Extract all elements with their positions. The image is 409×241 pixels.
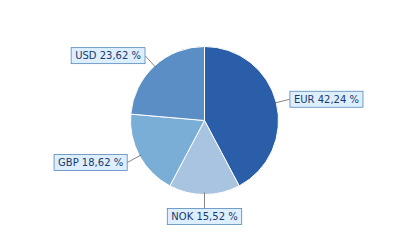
leader-line — [204, 193, 205, 209]
chart: EUR 42,24 % NOK 15,52 % GBP 18,62 % USD 23,… — [0, 0, 409, 241]
slice-label: GBP 18,62 % — [58, 157, 123, 168]
label-box — [290, 91, 363, 107]
label-box — [54, 155, 127, 171]
label-box — [71, 48, 145, 64]
labels: EUR 42,24 % NOK 15,52 % GBP 18,62 % USD 23,… — [54, 48, 363, 225]
slice-label: EUR 42,24 % — [294, 94, 359, 105]
slice-label: USD 23,62 % — [75, 50, 141, 61]
leader-line — [127, 155, 141, 163]
leader-line — [145, 56, 156, 68]
slices — [131, 47, 279, 195]
pie-slice — [131, 114, 205, 186]
leader-line — [274, 99, 290, 103]
slice-label: NOK 15,52 % — [171, 211, 237, 222]
label-box — [167, 209, 241, 225]
